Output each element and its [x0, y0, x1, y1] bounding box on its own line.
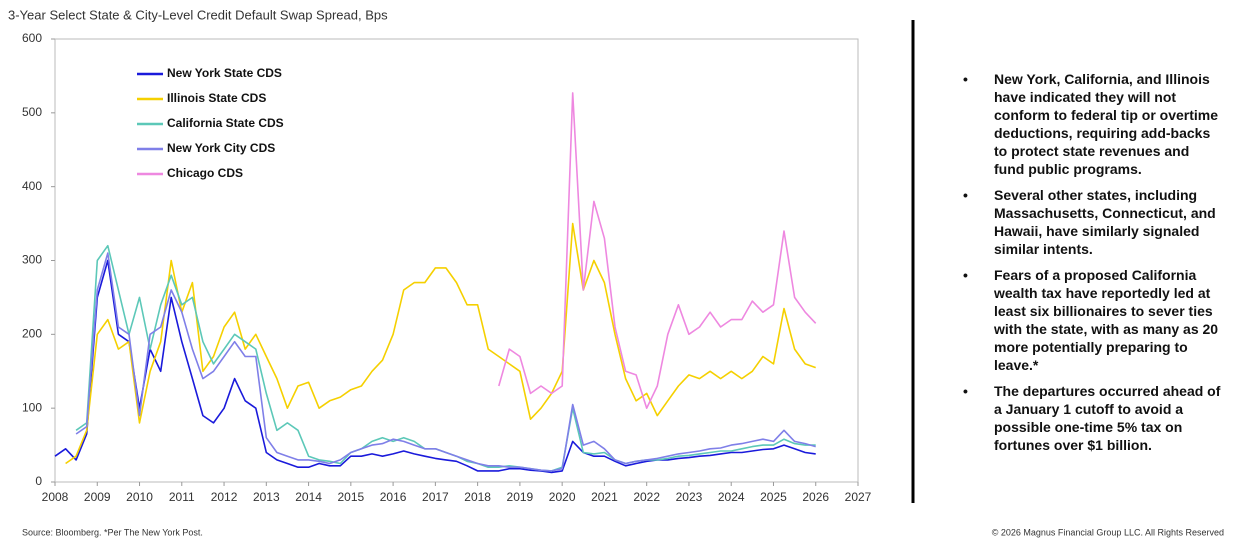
y-tick-label: 400 — [22, 179, 42, 193]
legend-label: Illinois State CDS — [167, 91, 266, 105]
legend-label: Chicago CDS — [167, 166, 243, 180]
x-tick-label: 2017 — [422, 490, 449, 504]
y-tick-label: 600 — [22, 31, 42, 45]
x-tick-label: 2021 — [591, 490, 618, 504]
y-tick-label: 0 — [35, 474, 42, 488]
legend-label: New York City CDS — [167, 141, 275, 155]
x-tick-label: 2019 — [507, 490, 534, 504]
bullet-list: New York, California, and Illinois have … — [960, 70, 1222, 462]
plot-frame — [54, 38, 859, 483]
x-tick-label: 2022 — [633, 490, 660, 504]
x-tick-label: 2008 — [42, 490, 69, 504]
x-tick-label: 2024 — [718, 490, 745, 504]
bullet-text: New York, California, and Illinois have … — [960, 70, 1222, 178]
x-tick-label: 2025 — [760, 490, 787, 504]
series-line — [54, 259, 816, 474]
chart-title: 3-Year Select State & City-Level Credit … — [8, 7, 388, 22]
x-tick-label: 2009 — [84, 490, 111, 504]
x-tick-label: 2011 — [169, 490, 195, 504]
x-tick-label: 2023 — [676, 490, 703, 504]
x-tick-label: 2012 — [211, 490, 238, 504]
y-tick-label: 500 — [22, 105, 42, 119]
x-tick-label: 2018 — [464, 490, 491, 504]
x-tick-label: 2010 — [126, 490, 153, 504]
x-tick-label: 2020 — [549, 490, 576, 504]
x-tick-label: 2016 — [380, 490, 407, 504]
bullet-text: Fears of a proposed California wealth ta… — [960, 266, 1222, 374]
x-tick-label: 2026 — [802, 490, 829, 504]
x-tick-label: 2015 — [337, 490, 364, 504]
x-tick-label: 2013 — [253, 490, 280, 504]
copyright: © 2026 Magnus Financial Group LLC. All R… — [992, 527, 1224, 537]
y-tick-label: 300 — [22, 253, 42, 267]
y-tick-label: 100 — [22, 400, 42, 414]
series-line — [498, 92, 817, 409]
legend-label: New York State CDS — [167, 66, 282, 80]
y-tick-label: 200 — [22, 327, 42, 341]
series-line — [75, 252, 816, 472]
legend-label: California State CDS — [167, 116, 284, 130]
source-note: Source: Bloomberg. *Per The New York Pos… — [22, 527, 203, 537]
bullet-text: The departures occurred ahead of a Janua… — [960, 382, 1222, 454]
x-tick-label: 2014 — [295, 490, 322, 504]
x-tick-label: 2027 — [845, 490, 872, 504]
bullet-text: Several other states, including Massachu… — [960, 186, 1222, 258]
series-line — [65, 222, 816, 465]
